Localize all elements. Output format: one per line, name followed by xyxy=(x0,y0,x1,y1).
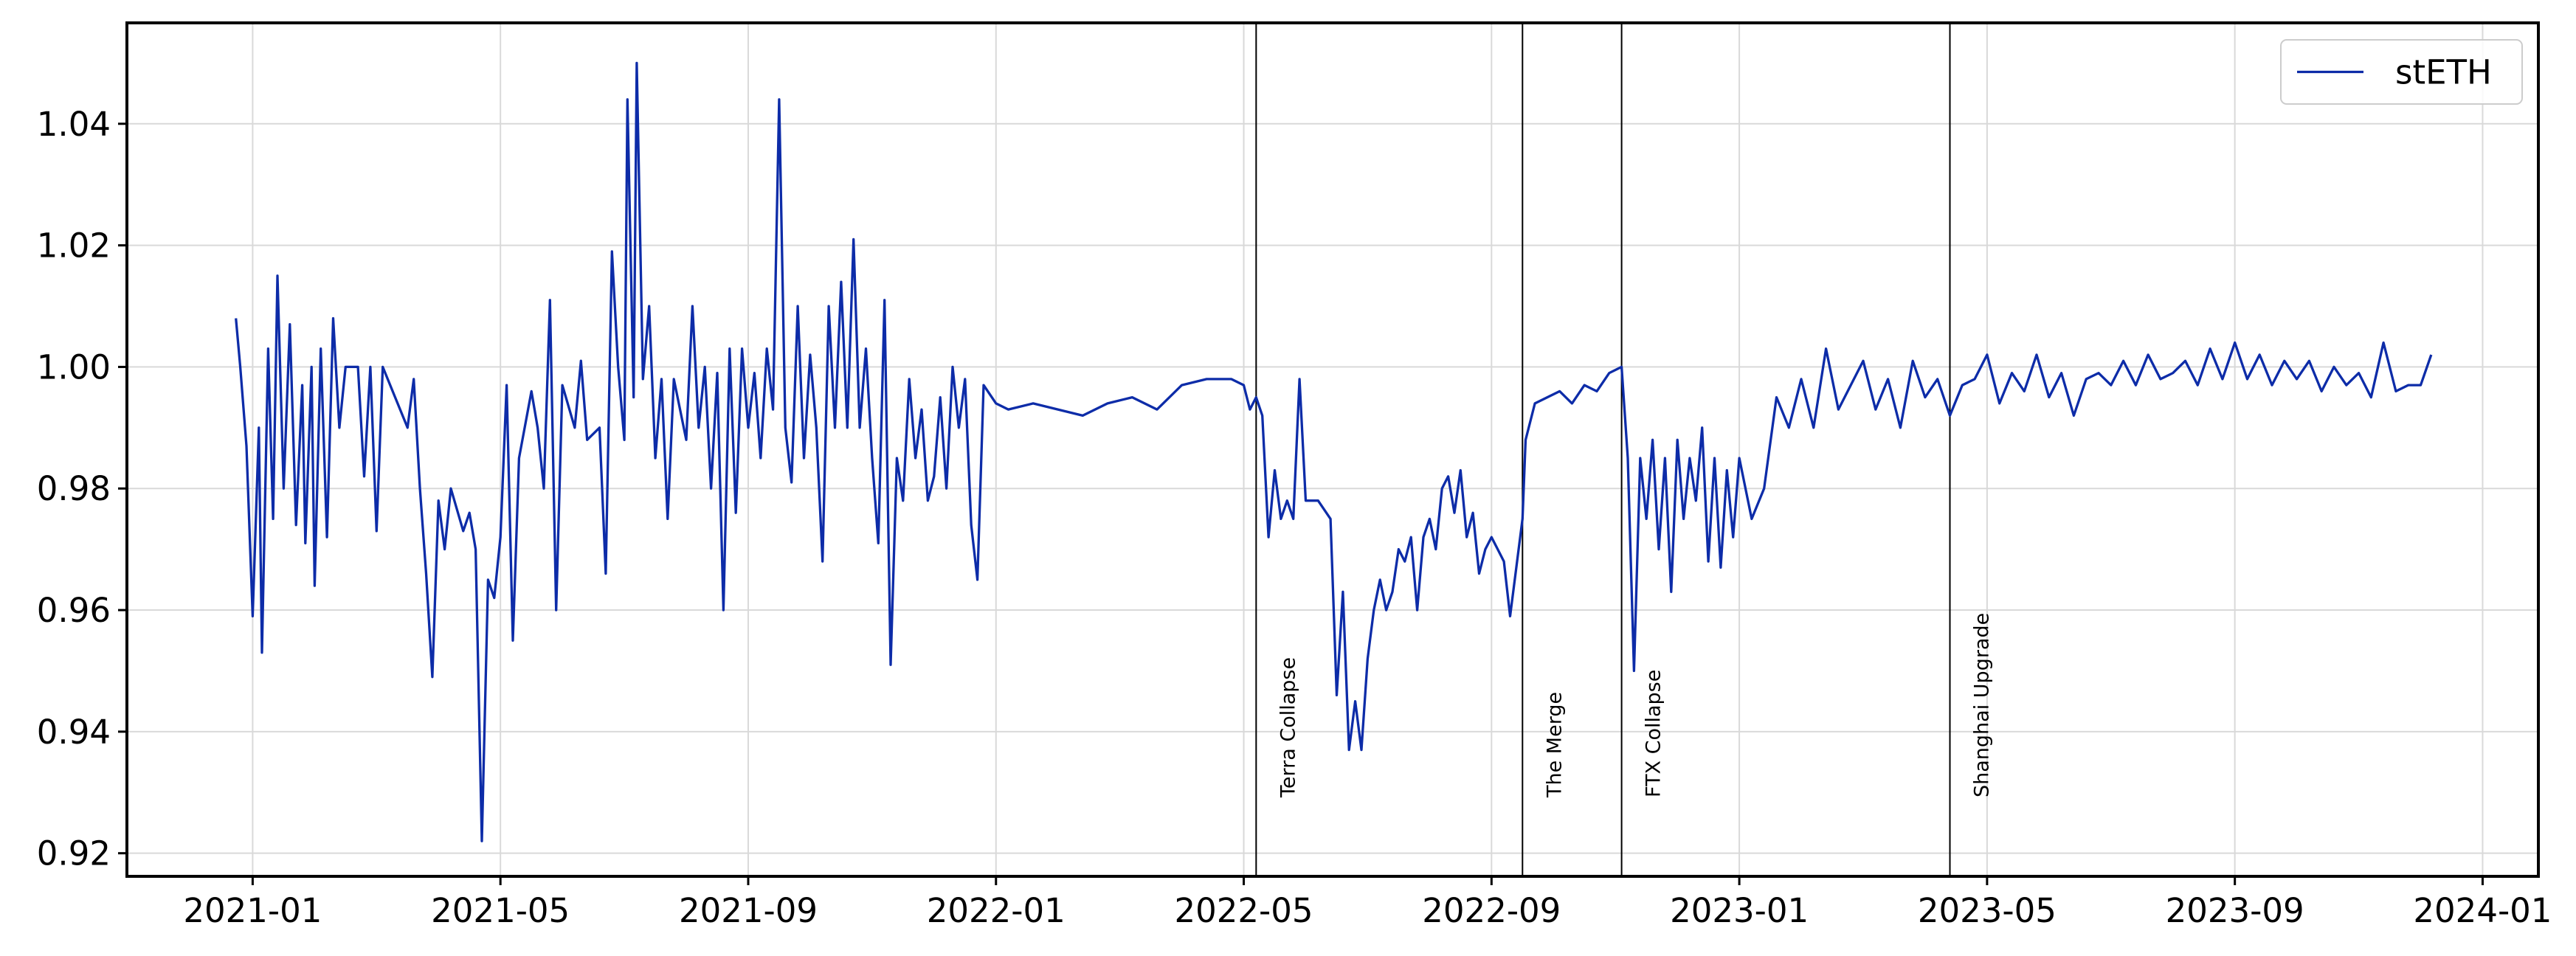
x-tick-label: 2021-01 xyxy=(183,891,322,930)
x-tick-label: 2022-01 xyxy=(927,891,1066,930)
event-label: Shanghai Upgrade xyxy=(1971,613,1994,797)
y-tick-label: 1.04 xyxy=(37,105,111,144)
y-tick-label: 0.96 xyxy=(37,591,111,630)
x-tick-label: 2022-05 xyxy=(1175,891,1313,930)
x-tick-label: 2024-01 xyxy=(2413,891,2552,930)
x-tick-label: 2021-05 xyxy=(431,891,570,930)
x-tick-label: 2022-09 xyxy=(1422,891,1561,930)
legend: stETH xyxy=(2280,39,2523,105)
y-tick-label: 0.98 xyxy=(37,469,111,508)
y-tick-label: 0.92 xyxy=(37,834,111,873)
y-tick-label: 1.00 xyxy=(37,347,111,387)
legend-box xyxy=(2280,39,2523,105)
x-tick-label: 2023-09 xyxy=(2166,891,2304,930)
event-label: The Merge xyxy=(1543,692,1566,798)
series-line xyxy=(235,61,2433,842)
axes: 0.92 0.94 0.96 0.98 1.00 1.02 1.04 2021-01 2021-… xyxy=(37,105,2552,930)
x-tick-label: 2021-09 xyxy=(679,891,818,930)
y-tick-label: 0.94 xyxy=(37,713,111,752)
x-tick-label: 2023-01 xyxy=(1670,891,1809,930)
legend-label: stETH xyxy=(2395,53,2492,92)
plot-frame xyxy=(125,21,2540,878)
event-label: FTX Collapse xyxy=(1643,670,1665,797)
y-tick-label: 1.02 xyxy=(37,226,111,266)
event-label: Terra Collapse xyxy=(1277,657,1299,798)
events: Terra Collapse The Merge FTX Collapse Shang… xyxy=(1255,23,1994,876)
grid xyxy=(127,23,2538,876)
x-tick-label: 2023-05 xyxy=(1918,891,2057,930)
lines xyxy=(235,61,2433,842)
